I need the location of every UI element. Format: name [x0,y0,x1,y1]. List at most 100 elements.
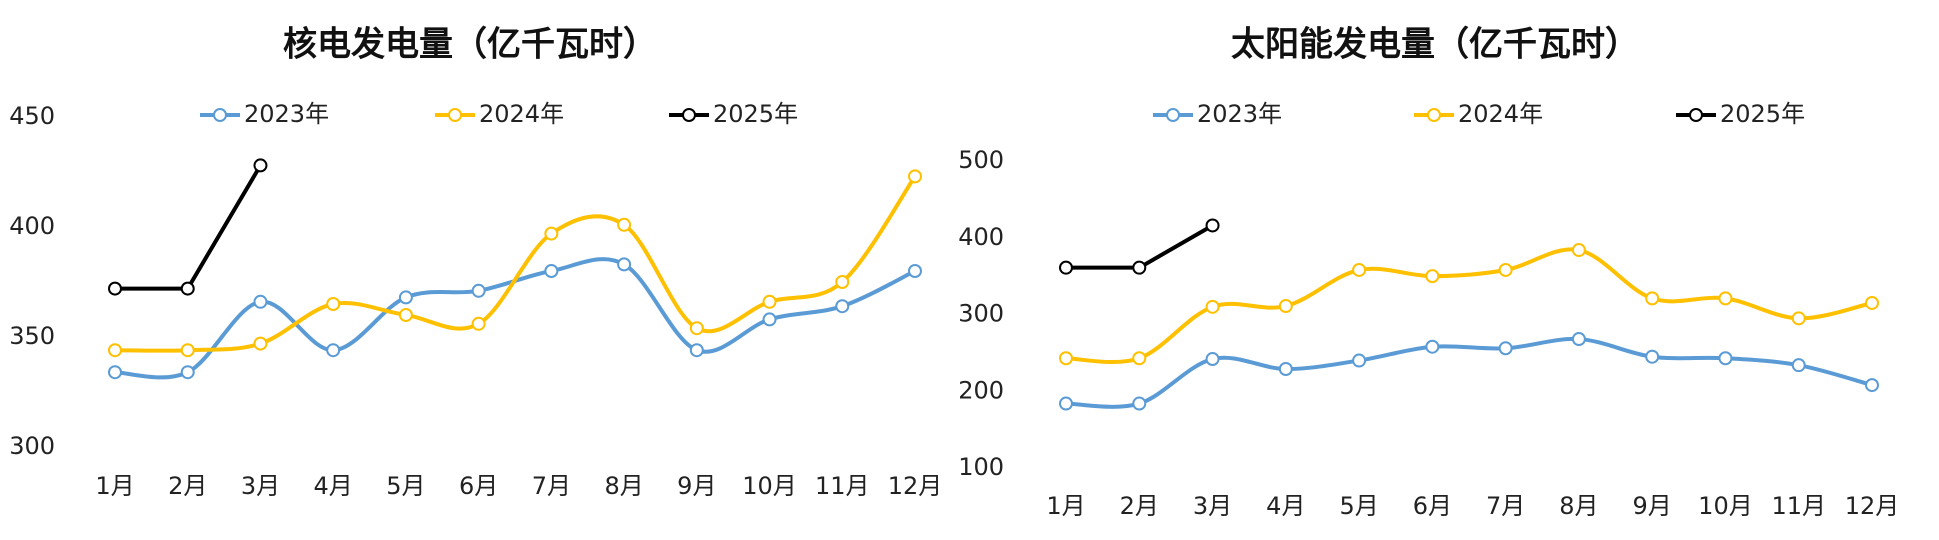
data-point [1425,339,1440,354]
x-tick-label: 3月 [1193,492,1232,520]
data-point [1645,291,1660,306]
x-tick-label: 7月 [1486,492,1525,520]
data-point [1205,299,1220,314]
x-tick-label: 11月 [815,472,870,500]
data-point [108,343,122,358]
legend-marker [448,108,462,122]
data-point [1865,378,1879,393]
data-point [326,297,341,311]
legend-label: 2025年 [1720,100,1805,128]
y-tick-label: 450 [9,102,55,130]
legend-label: 2025年 [713,100,798,128]
x-tick-label: 1月 [95,472,134,500]
x-tick-label: 1月 [1046,492,1085,520]
y-tick-label: 100 [958,453,1004,481]
x-tick-label: 12月 [1845,492,1900,520]
legend-marker [682,108,696,122]
data-point [1865,295,1879,310]
data-point [1571,332,1586,347]
data-point [1132,396,1147,411]
data-point [1205,218,1220,233]
legend-label: 2024年 [479,100,564,128]
data-point [908,264,922,278]
x-tick-label: 5月 [386,472,425,500]
x-tick-label: 9月 [677,472,716,500]
x-tick-label: 12月 [888,472,943,500]
data-point [1059,396,1073,411]
x-tick-label: 5月 [1339,492,1378,520]
data-point [1278,361,1293,376]
x-tick-label: 8月 [1559,492,1598,520]
data-point [544,226,559,241]
data-point [471,316,486,331]
series-line [115,164,263,291]
legend-marker [1427,108,1441,122]
y-tick-label: 300 [9,432,55,460]
data-point [1205,352,1220,367]
x-tick-label: 7月 [532,472,571,500]
legend-marker [1166,108,1180,122]
data-point [835,275,850,289]
x-tick-label: 11月 [1771,492,1826,520]
data-point [1132,351,1147,366]
y-tick-label: 400 [9,212,55,240]
data-point [762,294,777,309]
data-point [1498,262,1513,277]
data-point [617,257,632,272]
x-tick-label: 2月 [1120,492,1159,520]
data-point [108,365,122,380]
data-point [180,365,195,380]
x-tick-label: 3月 [241,472,280,500]
legend-marker [1689,108,1703,122]
data-point [253,158,268,173]
data-point [1791,311,1806,326]
data-point [908,169,922,184]
data-point [1352,353,1367,368]
data-point [1132,260,1147,275]
data-point [689,343,704,358]
legend-label: 2024年 [1458,100,1543,128]
data-point [1278,299,1293,314]
data-point [1425,269,1440,284]
data-point [398,290,413,305]
data-point [689,321,704,336]
x-tick-label: 6月 [459,472,498,500]
chart-title: 太阳能发电量（亿千瓦时） [1231,25,1639,65]
legend-label: 2023年 [244,100,329,128]
legend-marker [213,108,227,122]
data-point [253,336,268,351]
y-tick-label: 300 [958,300,1004,328]
series-line [1065,247,1873,365]
x-tick-label: 10月 [742,472,797,500]
data-point [471,283,486,298]
x-tick-label: 8月 [604,472,643,500]
y-tick-label: 350 [9,322,55,350]
data-point [1059,260,1073,275]
data-point [1059,351,1073,366]
data-point [180,343,195,358]
data-point [253,294,268,309]
data-point [1718,351,1733,366]
series-line [114,175,917,353]
data-point [1498,341,1513,356]
series-line [1065,336,1873,409]
data-point [108,281,122,296]
x-tick-label: 10月 [1698,492,1753,520]
x-tick-label: 9月 [1633,492,1672,520]
data-point [1571,243,1586,258]
data-point [762,312,777,327]
y-tick-label: 500 [958,146,1004,174]
data-point [544,264,559,278]
data-point [1791,358,1806,373]
data-point [1718,291,1733,306]
chart-title: 核电发电量（亿千瓦时） [283,25,657,65]
data-point [180,281,195,296]
data-point [398,308,413,322]
data-point [835,299,850,314]
x-tick-label: 4月 [1266,492,1305,520]
x-tick-label: 6月 [1413,492,1452,520]
y-tick-label: 400 [958,223,1004,251]
y-tick-label: 200 [958,376,1004,404]
data-point [617,217,632,232]
